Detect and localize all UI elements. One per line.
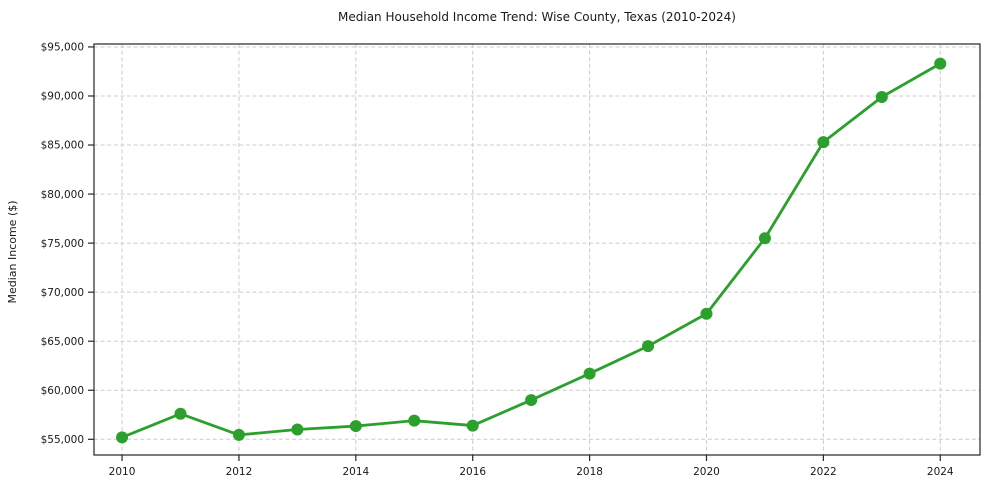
x-tick-label: 2014 — [342, 466, 369, 478]
plot-border — [93, 43, 981, 456]
gridlines — [94, 44, 980, 455]
data-point-2010 — [116, 431, 129, 444]
x-tick-label: 2024 — [927, 466, 954, 478]
y-tick-label: $90,000 — [41, 91, 84, 103]
data-point-2012 — [232, 428, 245, 441]
y-tick-label: $60,000 — [41, 385, 84, 397]
data-point-2011 — [174, 407, 187, 420]
data-point-2022 — [817, 136, 830, 149]
trend-line — [120, 62, 942, 439]
y-tick-label: $95,000 — [41, 42, 84, 54]
data-point-2016 — [466, 419, 479, 432]
y-tick-label: $75,000 — [41, 238, 84, 250]
data-point-2019 — [642, 340, 655, 353]
y-tick-label: $80,000 — [41, 189, 84, 201]
data-point-2023 — [875, 90, 888, 103]
x-tick-label: 2012 — [226, 466, 253, 478]
x-tick-label: 2010 — [109, 466, 136, 478]
x-tick-label: 2018 — [576, 466, 603, 478]
axes: $55,000 $60,000 $65,000 $70,000 $75,000 $80,0… — [41, 42, 981, 478]
y-tick-label: $55,000 — [41, 434, 84, 446]
income-trend-series — [116, 57, 947, 444]
data-point-2021 — [758, 232, 771, 245]
data-point-2013 — [291, 423, 304, 436]
data-point-2018 — [583, 367, 596, 380]
data-point-2024 — [934, 57, 947, 70]
y-tick-label: $65,000 — [41, 336, 84, 348]
data-point-2014 — [349, 420, 362, 433]
data-point-2017 — [525, 394, 538, 407]
x-tick-label: 2020 — [693, 466, 720, 478]
chart-title: Median Household Income Trend: Wise Coun… — [338, 10, 736, 24]
x-tick-label: 2022 — [810, 466, 837, 478]
data-point-2015 — [408, 414, 421, 427]
data-point-2020 — [700, 307, 713, 320]
y-axis-label: Median Income ($) — [6, 200, 19, 303]
y-tick-label: $70,000 — [41, 287, 84, 299]
y-tick-label: $85,000 — [41, 140, 84, 152]
x-tick-label: 2016 — [459, 466, 486, 478]
